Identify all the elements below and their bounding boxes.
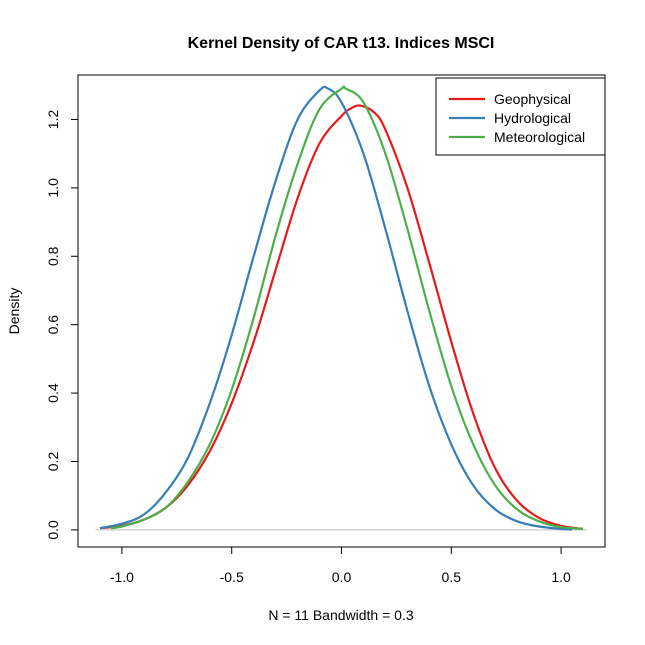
- y-tick-label: 0.0: [45, 520, 61, 540]
- y-tick-label: 0.6: [45, 315, 61, 335]
- legend-label-geophysical: Geophysical: [494, 91, 571, 107]
- series-line-geophysical: [99, 104, 584, 530]
- x-axis: -1.0 -0.5 0.0 0.5 1.0: [110, 546, 571, 585]
- chart-title: Kernel Density of CAR t13. Indices MSCI: [188, 35, 495, 52]
- x-tick-label: -1.0: [110, 569, 134, 585]
- y-tick-label: 1.0: [45, 178, 61, 198]
- legend: Geophysical Hydrological Meteorological: [435, 77, 606, 156]
- series-line-hydrological: [99, 85, 573, 531]
- series-layer: [99, 85, 584, 531]
- legend-box: [435, 77, 606, 156]
- x-tick-label: 1.0: [551, 569, 571, 585]
- y-axis: 0.0 0.2 0.4 0.6 0.8 1.0 1.2: [45, 110, 79, 540]
- x-tick-label: -0.5: [220, 569, 244, 585]
- y-tick-label: 1.2: [45, 110, 61, 130]
- x-tick-label: 0.0: [332, 569, 352, 585]
- x-tick-label: 0.5: [442, 569, 462, 585]
- y-tick-label: 0.8: [45, 246, 61, 266]
- y-tick-label: 0.2: [45, 452, 61, 472]
- legend-label-meteorological: Meteorological: [494, 129, 585, 145]
- series-line-meteorological: [110, 85, 584, 530]
- y-axis-label: Density: [6, 288, 22, 335]
- legend-label-hydrological: Hydrological: [494, 110, 571, 126]
- x-axis-label: N = 11 Bandwidth = 0.3: [268, 607, 413, 623]
- y-tick-label: 0.4: [45, 383, 61, 403]
